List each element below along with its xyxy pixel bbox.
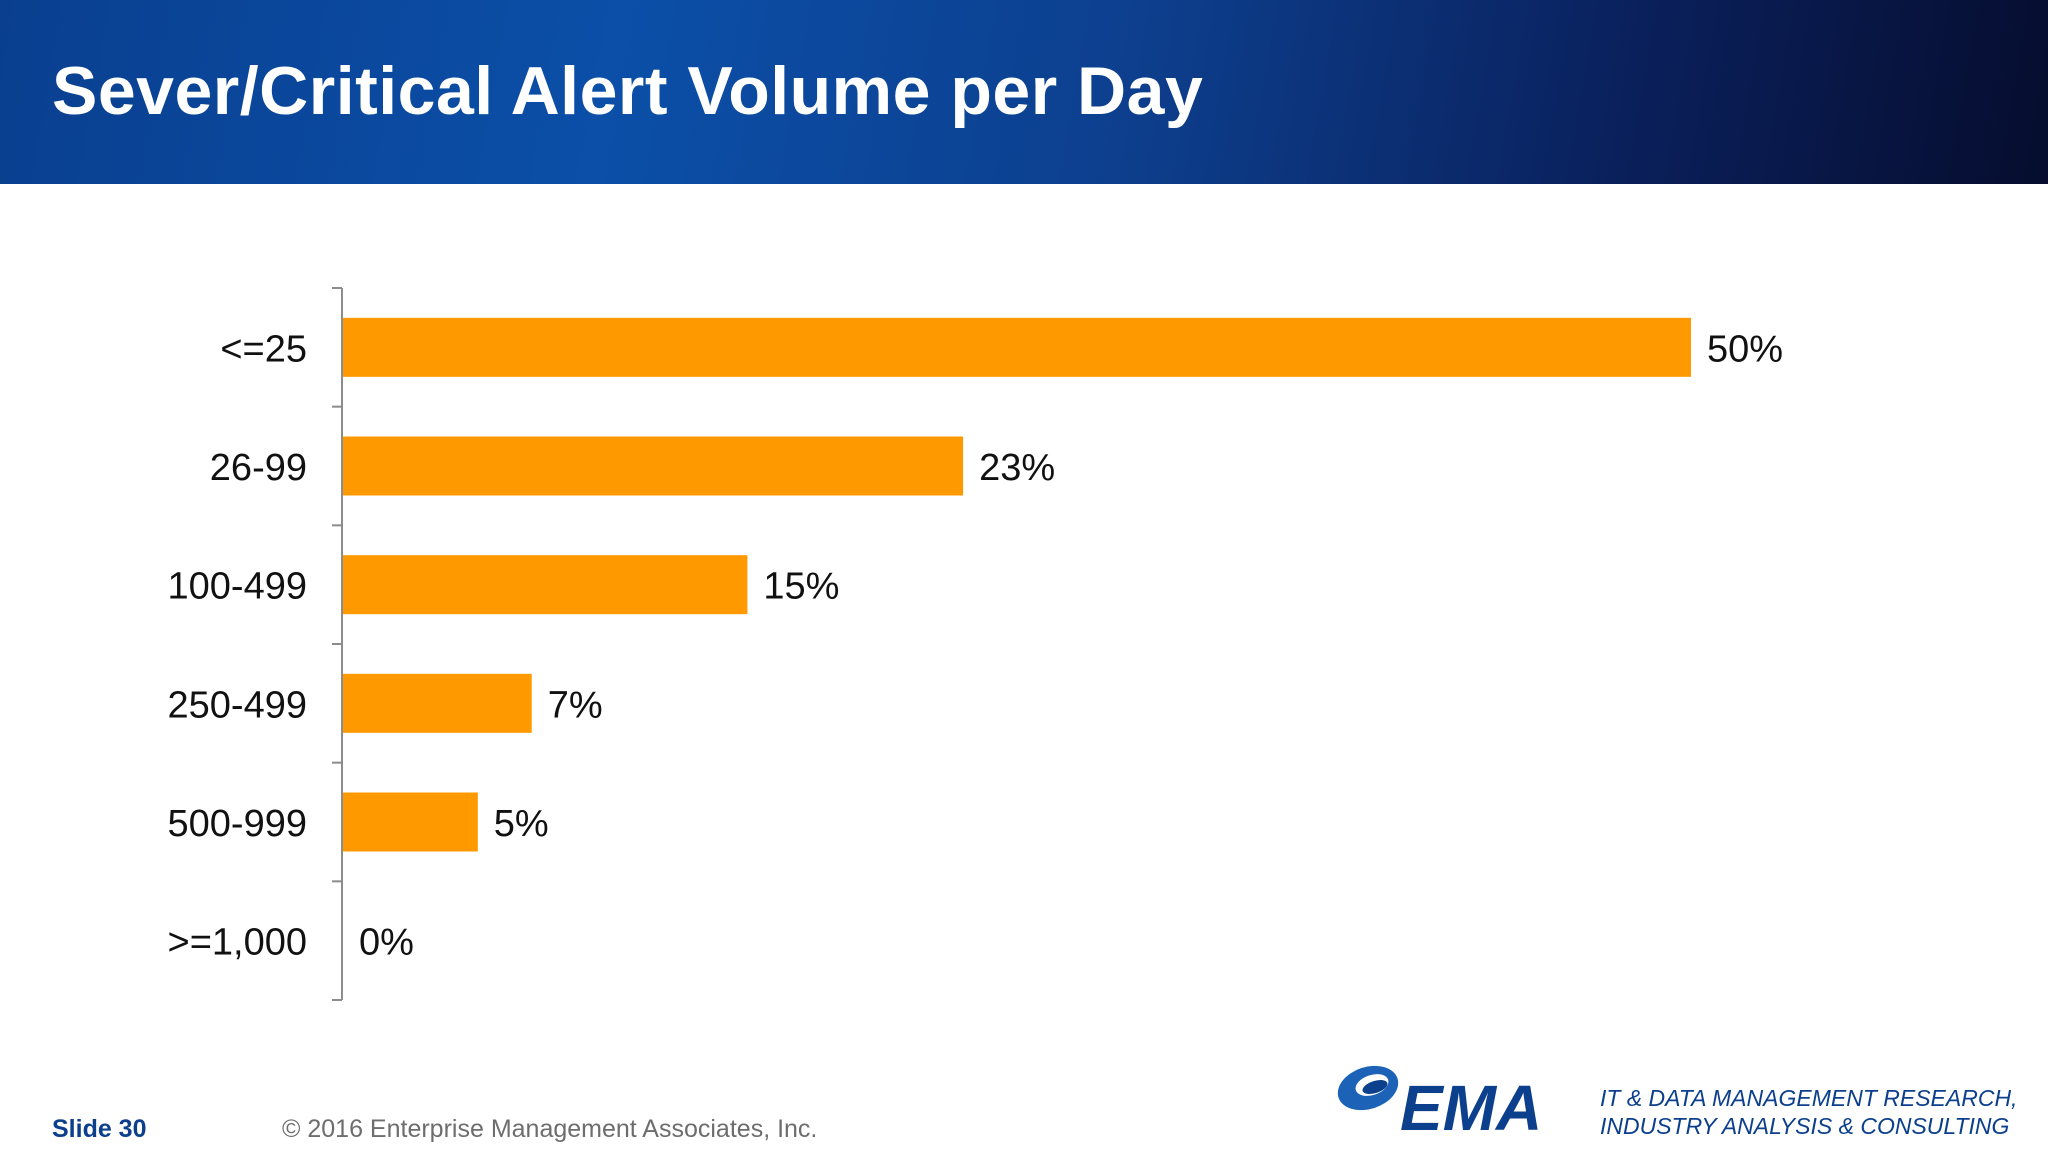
ema-logo-wordmark: EMA (1400, 1072, 1542, 1138)
company-tagline: IT & DATA MANAGEMENT RESEARCH, INDUSTRY … (1600, 1084, 2017, 1140)
category-label: 100-499 (168, 566, 307, 608)
data-label: 5% (494, 803, 549, 845)
tagline-line-1: IT & DATA MANAGEMENT RESEARCH, (1600, 1085, 2018, 1111)
title-banner: Sever/Critical Alert Volume per Day (0, 0, 2048, 184)
slide-number: Slide 30 (52, 1115, 147, 1143)
copyright-notice: © 2016 Enterprise Management Associates,… (282, 1115, 818, 1143)
bar (343, 436, 964, 496)
data-label: 7% (548, 684, 603, 726)
category-axis (332, 287, 343, 1001)
tagline-line-2: INDUSTRY ANALYSIS & CONSULTING (1600, 1113, 2010, 1139)
ema-logo-swoosh-center (1362, 1080, 1388, 1094)
category-label: 500-999 (168, 803, 307, 845)
ema-logo: EMA (1337, 1065, 1542, 1138)
bar (343, 555, 748, 615)
data-labels: 50% 23% 15% 7% 5% 0% (359, 328, 1783, 963)
data-label: 50% (1707, 328, 1783, 370)
bar (343, 317, 1691, 377)
category-label: <=25 (220, 328, 307, 370)
slide-title: Sever/Critical Alert Volume per Day (52, 53, 1204, 129)
category-label: 26-99 (210, 447, 307, 489)
data-label: 0% (359, 922, 414, 964)
category-labels: <=25 26-99 100-499 250-499 500-999 >=1,000 (168, 328, 307, 963)
data-label: 23% (979, 447, 1055, 489)
bars (343, 317, 1691, 852)
bar (343, 673, 532, 733)
data-label: 15% (763, 566, 839, 608)
category-label: >=1,000 (168, 922, 307, 964)
category-label: 250-499 (168, 684, 307, 726)
bar (343, 792, 478, 852)
